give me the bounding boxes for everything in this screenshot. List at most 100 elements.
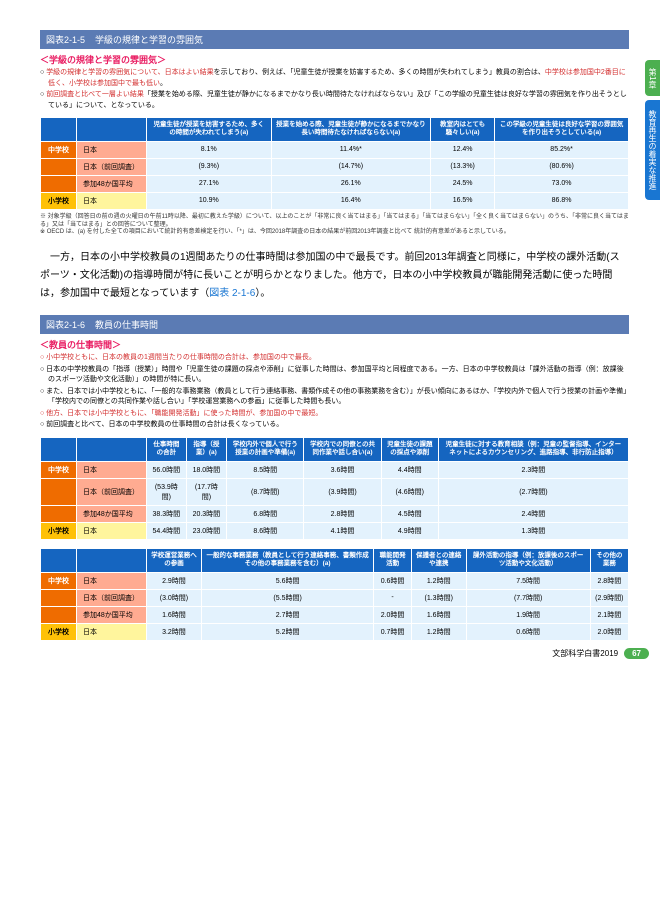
column-header: 保護者との連絡や連携: [411, 548, 466, 572]
column-header: [41, 548, 77, 572]
data-cell: 2.8時間: [304, 505, 381, 522]
row-category: 中学校: [41, 572, 77, 589]
data-cell: 8.6時間: [227, 522, 304, 539]
column-header: [41, 437, 77, 461]
row-sublabel: 参加48か国平均: [77, 175, 147, 192]
column-header: 教室内はとても騒々しい(a): [431, 118, 495, 142]
fig215-footnote: ※ 対象学級（回答日の前の週の火曜日の午前11時以降、最初に教えた学級）について…: [40, 214, 629, 237]
table-row: 日本（前回調査）(53.9時間)(17.7時間)(8.7時間)(3.9時間)(4…: [41, 478, 629, 505]
column-header: 児童生徒が授業を妨害するため、多くの時間が失われてしまう(a): [147, 118, 272, 142]
data-cell: 1.9時間: [466, 606, 590, 623]
chapter-number-tab: 第1章: [645, 60, 660, 96]
data-cell: 3.6時間: [304, 461, 381, 478]
row-sublabel: 日本（前回調査）: [77, 478, 147, 505]
figure-title: 教員の仕事時間: [95, 318, 158, 331]
table-row: 参加48か国平均1.6時間2.7時間2.0時間1.6時間1.9時間2.1時間: [41, 606, 629, 623]
data-cell: 20.3時間: [186, 505, 226, 522]
data-cell: (8.7時間): [227, 478, 304, 505]
bullet-item: ○ 小中学校ともに、日本の教員の1週間当たりの仕事時間の合計は、参加国の中で最長…: [40, 353, 629, 364]
data-cell: 27.1%: [147, 175, 272, 192]
figure-number: 図表2-1-5: [46, 33, 85, 46]
data-cell: 2.1時間: [590, 606, 628, 623]
data-cell: 16.5%: [431, 192, 495, 209]
data-cell: 2.0時間: [374, 606, 411, 623]
data-cell: 23.0時間: [186, 522, 226, 539]
data-cell: (4.6時間): [381, 478, 438, 505]
page-footer: 文部科学白書2019 67: [552, 648, 649, 659]
table-row: 日本（前回調査）(9.3%)(14.7%)(13.3%)(80.6%): [41, 158, 629, 175]
column-header: その他の業務: [590, 548, 628, 572]
data-cell: 6.8時間: [227, 505, 304, 522]
data-cell: 11.4%*: [271, 141, 430, 158]
table-row: 参加48か国平均38.3時間20.3時間6.8時間2.8時間4.5時間2.4時間: [41, 505, 629, 522]
data-cell: 2.0時間: [590, 623, 628, 640]
data-cell: 86.8%: [495, 192, 629, 209]
row-sublabel: 日本（前回調査）: [77, 158, 147, 175]
column-header: 仕事時間の合計: [147, 437, 187, 461]
data-cell: (5.5時間): [201, 589, 373, 606]
data-cell: 24.5%: [431, 175, 495, 192]
figure-number: 図表2-1-6: [46, 318, 85, 331]
footer-page-number: 67: [624, 648, 649, 659]
data-cell: 2.3時間: [438, 461, 628, 478]
row-sublabel: 参加48か国平均: [77, 606, 147, 623]
data-cell: 4.1時間: [304, 522, 381, 539]
column-header: この学級の児童生徒は良好な学習の雰囲気を作り出そうとしている(a): [495, 118, 629, 142]
data-cell: 3.2時間: [147, 623, 202, 640]
body-paragraph: 一方，日本の小中学校教員の1週間あたりの仕事時間は参加国の中で最長です。前回20…: [40, 249, 629, 303]
row-category: [41, 505, 77, 522]
side-chapter-tab: 第1章 教育再生の着実な推進: [645, 60, 669, 200]
figure-2-1-6-header: 図表2-1-6 教員の仕事時間: [40, 315, 629, 334]
data-cell: (1.3時間): [411, 589, 466, 606]
chapter-title-tab: 教育再生の着実な推進: [645, 100, 660, 200]
data-cell: 1.3時間: [438, 522, 628, 539]
data-cell: 5.6時間: [201, 572, 373, 589]
data-cell: (3.0時間): [147, 589, 202, 606]
bullet-item: ○ 学級の規律と学習の雰囲気について、日本はよい結果を示しており、例えば、「児童…: [40, 68, 629, 89]
row-sublabel: 日本: [77, 623, 147, 640]
column-header: 職能開発活動: [374, 548, 411, 572]
data-cell: (3.9時間): [304, 478, 381, 505]
fig215-subheader: ＜学級の規律と学習の雰囲気＞: [40, 53, 629, 66]
column-header: 一般的な事務業務（教員として行う連絡事務、書類作成その他の事務業務を含む）(a): [201, 548, 373, 572]
column-header: [77, 548, 147, 572]
data-cell: (17.7時間): [186, 478, 226, 505]
data-cell: 12.4%: [431, 141, 495, 158]
column-header: [77, 437, 147, 461]
data-cell: 0.6時間: [466, 623, 590, 640]
fig215-table: 児童生徒が授業を妨害するため、多くの時間が失われてしまう(a)授業を始める際、児…: [40, 117, 629, 210]
row-category: 中学校: [41, 141, 77, 158]
data-cell: (13.3%): [431, 158, 495, 175]
row-sublabel: 日本: [77, 572, 147, 589]
data-cell: 56.0時間: [147, 461, 187, 478]
fig216-table2: 学校運営業務への参画一般的な事務業務（教員として行う連絡事務、書類作成その他の事…: [40, 548, 629, 641]
figure-ref-link: 図表 2-1-6: [209, 288, 255, 299]
data-cell: 85.2%*: [495, 141, 629, 158]
data-cell: 2.4時間: [438, 505, 628, 522]
row-category: 小学校: [41, 522, 77, 539]
data-cell: 0.7時間: [374, 623, 411, 640]
column-header: [41, 118, 77, 142]
data-cell: 1.2時間: [411, 623, 466, 640]
bullet-item: ○ また、日本では小中学校ともに、「一般的な事務業務（教員として行う連絡事務、書…: [40, 387, 629, 408]
column-header: [77, 118, 147, 142]
row-category: [41, 175, 77, 192]
row-category: [41, 158, 77, 175]
data-cell: (2.7時間): [438, 478, 628, 505]
data-cell: (14.7%): [271, 158, 430, 175]
column-header: 指導（授業）(a): [186, 437, 226, 461]
table-row: 参加48か国平均27.1%26.1%24.5%73.0%: [41, 175, 629, 192]
row-category: 小学校: [41, 192, 77, 209]
bullet-item: ○ 前回調査と比べて、日本の中学校教員の仕事時間の合計は長くなっている。: [40, 420, 629, 431]
data-cell: 0.6時間: [374, 572, 411, 589]
data-cell: 4.4時間: [381, 461, 438, 478]
data-cell: -: [374, 589, 411, 606]
row-sublabel: 日本: [77, 461, 147, 478]
data-cell: 73.0%: [495, 175, 629, 192]
table-row: 日本（前回調査）(3.0時間)(5.5時間)-(1.3時間)(7.7時間)(2.…: [41, 589, 629, 606]
data-cell: 4.5時間: [381, 505, 438, 522]
bullet-item: ○ 前回調査と比べて一層よい結果「授業を始める際、児童生徒が静かになるまでかなり…: [40, 90, 629, 111]
row-category: 中学校: [41, 461, 77, 478]
figure-title: 学級の規律と学習の雰囲気: [95, 33, 203, 46]
fig215-bullets: ○ 学級の規律と学習の雰囲気について、日本はよい結果を示しており、例えば、「児童…: [40, 68, 629, 111]
